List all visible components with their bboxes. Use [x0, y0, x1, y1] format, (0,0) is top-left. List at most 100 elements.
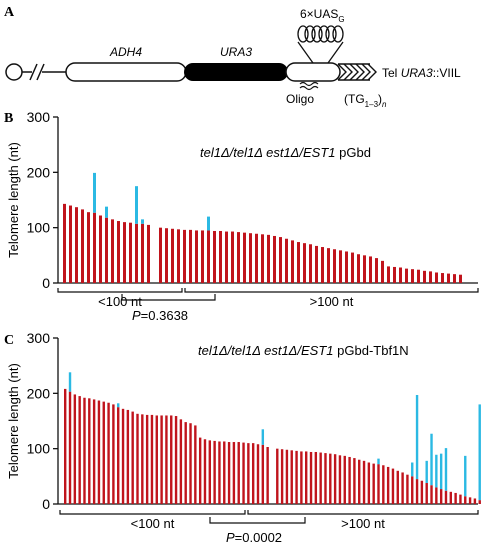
bar-base-segment — [429, 271, 432, 283]
bar-base-segment — [165, 228, 168, 283]
bar-elongation-segment — [93, 172, 96, 213]
bar-base-segment — [447, 273, 450, 283]
bar-base-segment — [375, 258, 378, 283]
bar-base-segment — [225, 231, 228, 283]
bar-base-segment — [439, 489, 443, 504]
oligo-label: Oligo — [286, 92, 314, 106]
bar-base-segment — [369, 256, 372, 283]
y-tick-label: 300 — [27, 109, 51, 125]
bar-base-segment — [372, 463, 375, 504]
bar-base-segment — [189, 423, 192, 504]
oligo-squiggle-icon — [299, 85, 319, 91]
bar-base-segment — [453, 274, 456, 283]
bar-base-segment — [333, 249, 336, 283]
bar-base-segment — [88, 398, 91, 504]
bar-base-segment — [405, 268, 408, 283]
bar-base-segment — [121, 408, 125, 504]
bar-elongation-segment — [430, 433, 433, 486]
bar-base-segment — [381, 260, 384, 283]
bar-base-segment — [63, 203, 66, 283]
bar-base-segment — [261, 234, 264, 283]
tel-ura3-label: Tel URA3::VIIL — [382, 66, 461, 80]
bar-base-segment — [232, 442, 236, 504]
bar-base-segment — [73, 394, 77, 504]
bar-base-segment — [291, 240, 294, 283]
bar-base-segment — [353, 458, 356, 504]
uas-region-box — [285, 62, 341, 82]
panel-b-chart: B 0 100 200 300 Telomere length (nt) tel1Δ/tel… — [4, 109, 479, 323]
bar-elongation-segment — [377, 458, 380, 465]
panel-a-letter: A — [4, 5, 15, 20]
adh4-gene-box — [65, 62, 187, 82]
bar-base-segment — [183, 229, 186, 283]
bar-base-segment — [131, 411, 134, 504]
group-label: >100 nt — [341, 516, 385, 531]
bar-base-segment — [315, 245, 318, 283]
bar-base-segment — [231, 231, 234, 283]
bar-base-segment — [362, 460, 366, 504]
bar-elongation-segment — [141, 219, 144, 224]
bar-base-segment — [358, 459, 361, 504]
bar-base-segment — [160, 415, 163, 504]
bar-base-segment — [145, 414, 149, 504]
chart-title: tel1Δ/tel1Δ est1Δ/EST1 pGbd-Tbf1N — [198, 343, 409, 358]
bar-base-segment — [295, 450, 298, 504]
bar-base-segment — [83, 397, 86, 504]
bar-base-segment — [99, 215, 102, 283]
bar-base-segment — [406, 474, 409, 504]
bar-base-segment — [87, 212, 90, 283]
bar-base-segment — [387, 266, 390, 283]
bar-base-segment — [150, 414, 154, 504]
uas-label: 6×UASG — [300, 7, 345, 24]
bar-base-segment — [464, 496, 467, 504]
group-label: <100 nt — [131, 516, 175, 531]
bar-base-segment — [189, 229, 192, 283]
bar-base-segment — [351, 252, 354, 283]
bar-base-segment — [170, 415, 173, 504]
bar-base-segment — [194, 425, 197, 504]
bar-elongation-segment — [117, 403, 120, 408]
break-mark-icon — [36, 63, 45, 81]
bar-elongation-segment — [439, 453, 443, 490]
bar-base-segment — [251, 443, 255, 504]
bar-base-segment — [357, 254, 360, 283]
bar-base-segment — [339, 250, 342, 283]
bar-base-segment — [208, 440, 211, 504]
y-tick-label: 100 — [27, 220, 51, 236]
bar-base-segment — [155, 415, 158, 504]
bar-base-segment — [179, 419, 183, 504]
bar-base-segment — [135, 223, 138, 283]
bar-base-segment — [382, 465, 385, 504]
bar-base-segment — [319, 452, 322, 504]
bar-elongation-segment — [478, 404, 481, 501]
bar-base-segment — [184, 422, 187, 504]
bar-base-segment — [478, 500, 481, 504]
bar-base-segment — [147, 224, 150, 283]
bar-base-segment — [165, 415, 168, 504]
bar-base-segment — [459, 494, 462, 504]
bar-base-segment — [468, 497, 472, 504]
bar-base-segment — [243, 232, 246, 283]
bar-base-segment — [348, 456, 351, 504]
bar-base-segment — [177, 229, 180, 283]
bar-base-segment — [324, 453, 327, 504]
bar-base-segment — [327, 248, 330, 283]
bar-base-segment — [290, 450, 293, 504]
bar-elongation-segment — [444, 448, 448, 491]
bar-base-segment — [247, 443, 250, 504]
bar-base-segment — [435, 272, 438, 283]
panel-a-construct-diagram: A ADH4 URA3 6×UASG Oligo (TG1–3)n Tel UR… — [4, 5, 461, 109]
bar-base-segment — [117, 221, 120, 283]
bar-base-segment — [473, 498, 477, 504]
bar-base-segment — [417, 269, 420, 283]
bar-base-segment — [123, 222, 126, 283]
bar-base-segment — [444, 490, 448, 504]
bar-base-segment — [393, 266, 396, 283]
bar-base-segment — [415, 479, 419, 504]
bar-elongation-segment — [105, 206, 108, 218]
bar-base-segment — [112, 404, 115, 504]
y-tick-label: 100 — [27, 441, 51, 457]
bar-base-segment — [321, 247, 324, 283]
bar-elongation-segment — [425, 460, 428, 483]
bar-base-segment — [75, 207, 78, 283]
